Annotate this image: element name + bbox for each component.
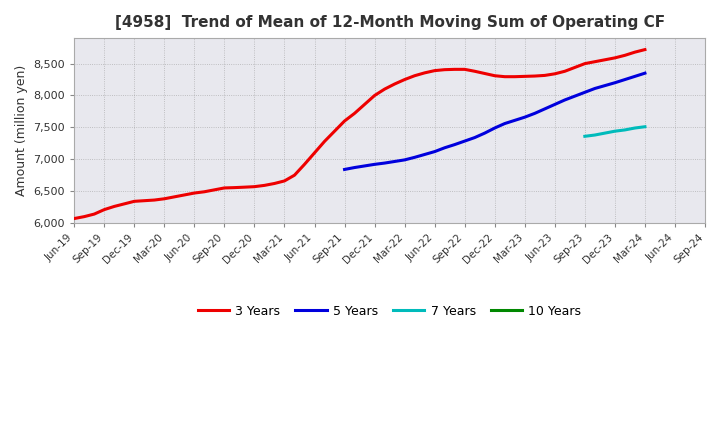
5 Years bbox=[420, 152, 429, 157]
5 Years bbox=[451, 142, 459, 147]
5 Years bbox=[500, 121, 509, 126]
5 Years bbox=[590, 86, 599, 91]
Title: [4958]  Trend of Mean of 12-Month Moving Sum of Operating CF: [4958] Trend of Mean of 12-Month Moving … bbox=[114, 15, 665, 30]
3 Years bbox=[451, 67, 459, 72]
5 Years bbox=[580, 90, 589, 95]
5 Years bbox=[600, 83, 609, 88]
Line: 7 Years: 7 Years bbox=[585, 127, 645, 136]
5 Years bbox=[431, 149, 439, 154]
5 Years bbox=[490, 125, 499, 131]
3 Years bbox=[641, 47, 649, 52]
5 Years bbox=[621, 77, 629, 82]
7 Years bbox=[611, 128, 619, 134]
5 Years bbox=[510, 118, 519, 123]
3 Years bbox=[490, 73, 499, 78]
7 Years bbox=[621, 127, 629, 132]
7 Years bbox=[641, 124, 649, 129]
5 Years bbox=[390, 159, 399, 164]
5 Years bbox=[560, 97, 569, 103]
5 Years bbox=[611, 80, 619, 85]
5 Years bbox=[341, 167, 349, 172]
7 Years bbox=[600, 131, 609, 136]
5 Years bbox=[521, 114, 529, 120]
5 Years bbox=[531, 111, 539, 116]
5 Years bbox=[570, 93, 579, 99]
5 Years bbox=[541, 106, 549, 111]
5 Years bbox=[641, 70, 649, 76]
Legend: 3 Years, 5 Years, 7 Years, 10 Years: 3 Years, 5 Years, 7 Years, 10 Years bbox=[193, 300, 586, 323]
5 Years bbox=[551, 102, 559, 107]
Y-axis label: Amount (million yen): Amount (million yen) bbox=[15, 65, 28, 196]
3 Years bbox=[210, 187, 219, 192]
5 Years bbox=[410, 155, 419, 160]
5 Years bbox=[370, 162, 379, 167]
5 Years bbox=[400, 157, 409, 162]
5 Years bbox=[441, 145, 449, 150]
Line: 5 Years: 5 Years bbox=[345, 73, 645, 169]
3 Years bbox=[551, 71, 559, 77]
3 Years bbox=[70, 216, 78, 221]
5 Years bbox=[360, 163, 369, 169]
7 Years bbox=[580, 134, 589, 139]
5 Years bbox=[380, 161, 389, 166]
Line: 3 Years: 3 Years bbox=[74, 50, 645, 219]
5 Years bbox=[480, 131, 489, 136]
5 Years bbox=[460, 139, 469, 144]
7 Years bbox=[590, 132, 599, 138]
5 Years bbox=[470, 135, 479, 140]
3 Years bbox=[621, 53, 629, 58]
5 Years bbox=[350, 165, 359, 170]
7 Years bbox=[631, 125, 639, 131]
3 Years bbox=[200, 189, 209, 194]
5 Years bbox=[631, 74, 639, 79]
